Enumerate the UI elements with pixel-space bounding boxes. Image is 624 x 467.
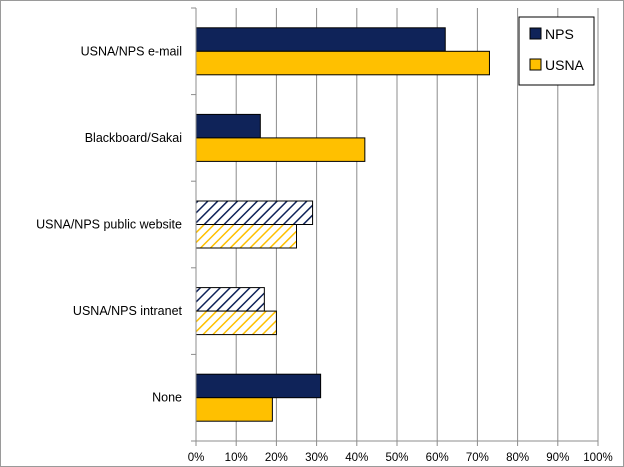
x-tick-label-90: 90% xyxy=(546,452,569,464)
x-tick-label-70: 70% xyxy=(466,452,489,464)
bars xyxy=(195,27,490,422)
x-tick-label-60: 60% xyxy=(426,452,449,464)
gridlines xyxy=(235,8,599,441)
category-label-usna-nps-intranet: USNA/NPS intranet xyxy=(73,304,183,318)
x-tick-label-40: 40% xyxy=(345,452,368,464)
legend-label-usna: USNA xyxy=(545,57,585,73)
category-label-blackboard-sakai: Blackboard/Sakai xyxy=(85,131,182,145)
x-tick-label-50: 50% xyxy=(385,452,408,464)
bar-nps-usna-nps-e-mail xyxy=(195,27,446,52)
x-tick-label-0: 0% xyxy=(188,452,205,464)
bar-usna-usna-nps-intranet xyxy=(195,310,277,336)
x-tick-label-10: 10% xyxy=(225,452,248,464)
legend-swatch-usna xyxy=(529,58,542,71)
legend-label-nps: NPS xyxy=(545,26,574,42)
bar-nps-usna-nps-intranet xyxy=(195,287,265,312)
legend: NPS USNA xyxy=(518,16,595,86)
x-axis-ticks: 0% 10% 20% 30% 40% 50% 60% 70% 80% 90% 100% xyxy=(188,441,613,464)
category-label-usna-nps-public-website: USNA/NPS public website xyxy=(36,218,182,232)
category-labels: USNA/NPS e-mail Blackboard/Sakai USNA/NPS … xyxy=(36,44,182,404)
bar-usna-usna-nps-e-mail xyxy=(195,50,490,76)
x-tick-label-100: 100% xyxy=(583,452,612,464)
bar-nps-usna-nps-public-website xyxy=(195,200,314,225)
category-label-none: None xyxy=(152,391,182,405)
x-tick-label-80: 80% xyxy=(506,452,529,464)
bar-usna-none xyxy=(195,397,273,422)
category-label-usna-nps-e-mail: USNA/NPS e-mail xyxy=(81,44,182,58)
x-tick-label-20: 20% xyxy=(265,452,288,464)
bar-usna-blackboard-sakai xyxy=(195,137,366,162)
bar-nps-blackboard-sakai xyxy=(195,113,261,139)
legend-swatch-nps xyxy=(529,27,542,40)
bar-nps-none xyxy=(195,373,322,399)
x-tick-label-30: 30% xyxy=(305,452,328,464)
bar-usna-usna-nps-public-website xyxy=(195,224,297,249)
